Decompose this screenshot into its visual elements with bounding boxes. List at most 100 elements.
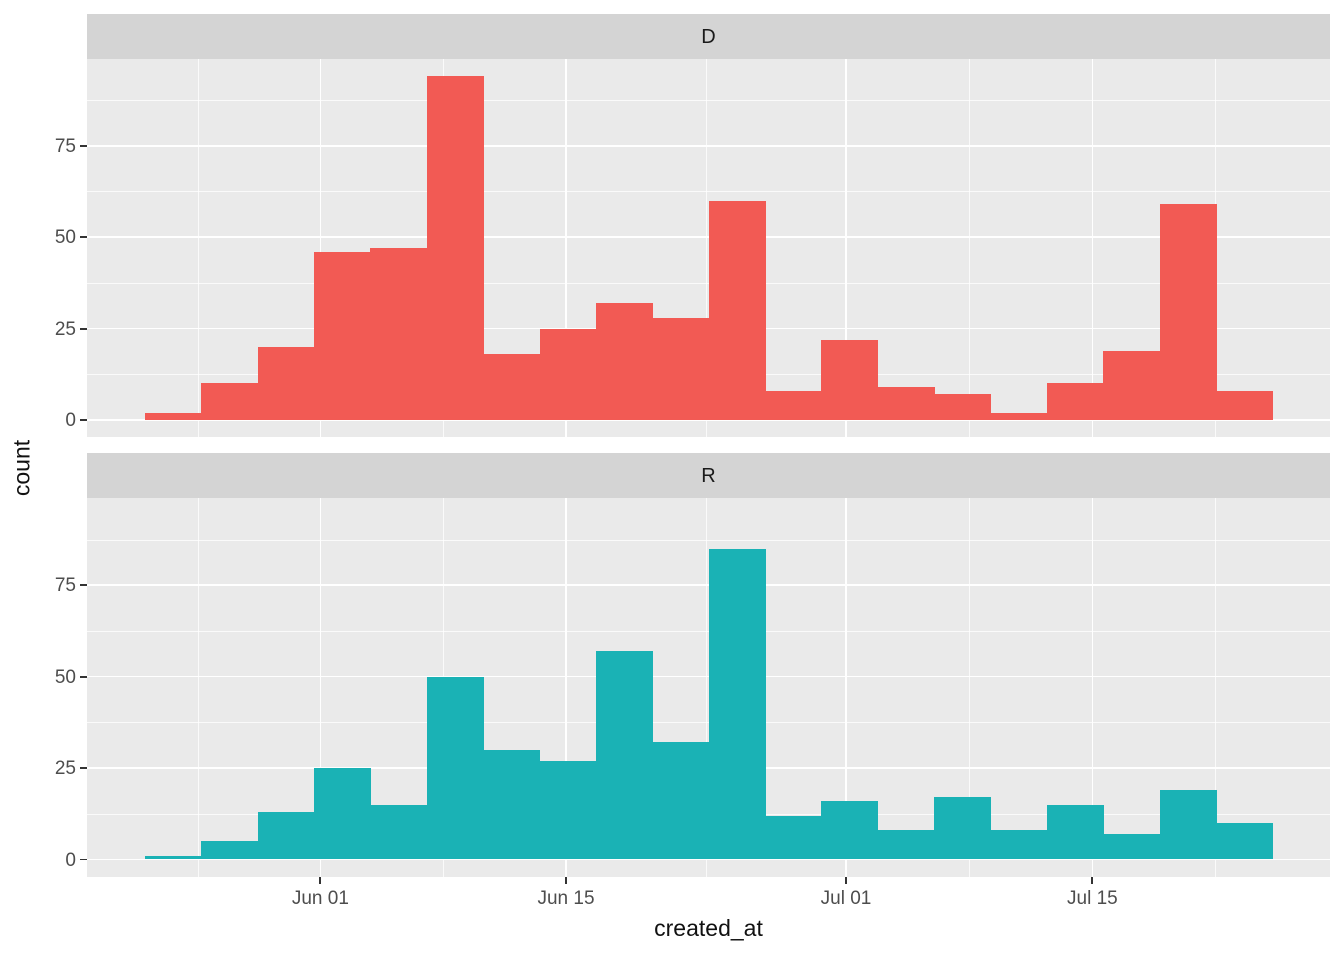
histogram-bar	[1216, 822, 1273, 860]
gridline-major-h	[87, 419, 1330, 421]
histogram-bar	[1103, 350, 1161, 420]
histogram-bar	[201, 383, 259, 420]
gridline-minor-v	[706, 59, 707, 438]
gridline-minor-v	[197, 498, 199, 877]
histogram-bar	[370, 804, 428, 860]
histogram-bar	[483, 354, 541, 420]
y-tick-label: 50	[54, 666, 76, 688]
histogram-bar	[595, 651, 653, 860]
histogram-bar	[1046, 383, 1104, 420]
histogram-bar	[1046, 804, 1104, 860]
histogram-bar	[426, 76, 484, 420]
y-tick-mark	[80, 419, 87, 421]
gridline-major-v	[565, 59, 567, 438]
facet-strip-R: R	[87, 453, 1330, 499]
x-tick-label: Jun 15	[537, 887, 595, 909]
histogram-bar	[257, 346, 315, 420]
histogram-bar	[201, 841, 259, 860]
x-tick-label: Jul 01	[820, 887, 872, 909]
gridline-major-v	[319, 498, 322, 877]
facet-strip-label-R: R	[701, 464, 716, 487]
histogram-bar	[370, 248, 428, 420]
histogram-bar	[539, 760, 597, 860]
y-tick-mark	[80, 236, 87, 239]
y-tick-label: 75	[54, 135, 76, 157]
x-tick-mark	[845, 876, 847, 884]
gridline-minor-h	[87, 191, 1330, 193]
histogram-bar	[990, 412, 1048, 420]
gridline-minor-v	[706, 498, 707, 877]
histogram-bar	[652, 317, 710, 420]
gridline-minor-v	[1215, 498, 1217, 877]
y-tick-label: 50	[54, 227, 76, 249]
x-tick-label: Jul 15	[1067, 887, 1118, 909]
x-tick-mark	[1091, 876, 1094, 884]
gridline-major-h	[87, 144, 1330, 147]
y-tick-mark	[80, 767, 87, 770]
y-tick-mark	[80, 584, 87, 587]
y-tick-mark	[80, 675, 87, 678]
histogram-bar	[934, 797, 992, 860]
histogram-bar	[765, 815, 823, 860]
gridline-major-v	[1091, 498, 1094, 877]
histogram-bar	[314, 768, 372, 860]
histogram-bar	[595, 302, 653, 420]
gridline-minor-h	[87, 539, 1330, 541]
gridline-minor-h	[87, 630, 1330, 632]
gridline-minor-h	[87, 100, 1330, 101]
histogram-bar	[145, 855, 202, 860]
gridline-major-v	[845, 59, 847, 438]
y-tick-mark	[80, 327, 87, 330]
gridline-major-h	[87, 858, 1330, 861]
histogram-bar	[1159, 204, 1217, 420]
histogram-bar	[821, 800, 879, 860]
panel-D	[87, 59, 1330, 438]
histogram-bar	[821, 339, 879, 420]
gridline-minor-v	[197, 59, 199, 438]
y-tick-label: 25	[54, 758, 76, 780]
x-axis-title: created_at	[654, 915, 763, 941]
histogram-bar	[257, 811, 315, 860]
gridline-major-v	[565, 498, 567, 877]
panel-R	[87, 498, 1330, 877]
histogram-bar	[990, 830, 1048, 860]
histogram-bar	[708, 548, 766, 860]
histogram-bar	[1216, 390, 1273, 420]
histogram-bar	[652, 742, 710, 860]
histogram-bar	[426, 676, 484, 860]
histogram-bar	[314, 251, 372, 420]
y-tick-mark	[80, 144, 87, 147]
facet-strip-D: D	[87, 14, 1330, 60]
gridline-minor-v	[969, 59, 971, 438]
gridline-minor-h	[87, 282, 1330, 284]
histogram-bar	[539, 328, 597, 420]
y-tick-label: 25	[54, 318, 76, 340]
gridline-minor-h	[87, 722, 1330, 724]
y-tick-mark	[80, 858, 87, 861]
histogram-bar	[877, 387, 935, 420]
histogram-bar	[145, 412, 202, 420]
facet-strip-label-D: D	[701, 25, 716, 48]
gridline-major-h	[87, 584, 1330, 587]
x-tick-mark	[319, 876, 322, 884]
gridline-major-v	[319, 59, 322, 438]
gridline-major-v	[1091, 59, 1094, 438]
histogram-bar	[708, 200, 766, 420]
histogram-bar	[877, 830, 935, 860]
gridline-major-h	[87, 675, 1330, 678]
x-tick-mark	[565, 876, 567, 884]
y-tick-label: 0	[65, 410, 76, 431]
histogram-bar	[1159, 790, 1217, 860]
gridline-minor-v	[969, 498, 971, 877]
histogram-bar	[934, 394, 992, 420]
y-tick-label: 75	[54, 575, 76, 597]
histogram-bar	[765, 390, 823, 420]
y-axis-title: count	[8, 439, 35, 497]
y-tick-label: 0	[65, 849, 76, 871]
gridline-major-h	[87, 236, 1330, 238]
gridline-major-v	[845, 498, 847, 877]
histogram-bar	[1103, 833, 1161, 860]
histogram-bar	[483, 749, 541, 860]
x-tick-label: Jun 01	[291, 887, 349, 909]
